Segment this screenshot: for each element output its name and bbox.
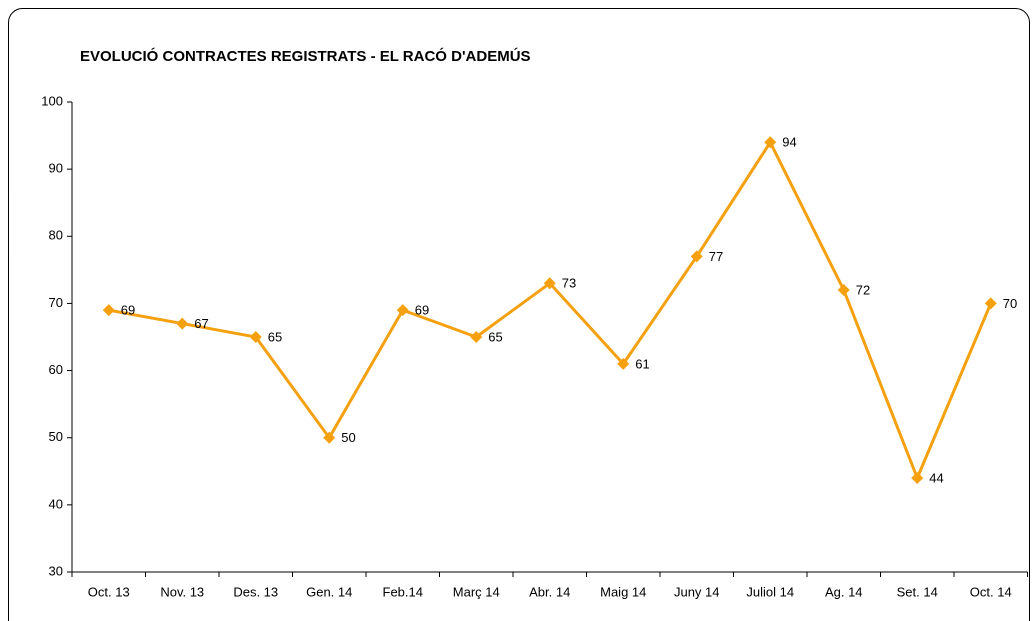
marker: [984, 297, 997, 310]
x-tick-label: Juny 14: [674, 584, 720, 599]
x-tick-label: Juliol 14: [746, 584, 794, 599]
chart-title: EVOLUCIÓ CONTRACTES REGISTRATS - EL RACÓ…: [80, 47, 531, 65]
data-label: 69: [121, 303, 135, 318]
data-label: 70: [1003, 296, 1017, 311]
marker: [543, 277, 556, 290]
data-label: 73: [562, 276, 576, 291]
y-tick-label: 50: [49, 429, 63, 444]
x-tick-label: Maig 14: [600, 584, 646, 599]
data-label: 67: [194, 316, 208, 331]
data-label: 61: [635, 356, 649, 371]
marker: [249, 331, 262, 343]
marker: [176, 317, 189, 330]
data-label: 72: [856, 282, 870, 297]
x-tick-label: Oct. 14: [970, 584, 1012, 599]
marker: [102, 304, 115, 317]
data-label: 77: [709, 249, 723, 264]
data-label: 44: [929, 470, 943, 485]
marker: [323, 431, 336, 444]
y-tick-label: 60: [49, 362, 63, 377]
x-tick-label: Ag. 14: [825, 584, 863, 599]
marker: [911, 472, 924, 484]
data-label: 65: [268, 329, 282, 344]
y-tick-label: 80: [49, 228, 63, 243]
marker: [617, 357, 630, 370]
data-label: 69: [415, 303, 429, 318]
y-tick-label: 40: [49, 496, 63, 511]
chart-frame: [8, 8, 1030, 621]
x-tick-label: Des. 13: [233, 584, 278, 599]
marker: [764, 136, 777, 149]
x-tick-label: Set. 14: [897, 584, 938, 599]
x-tick-label: Març 14: [453, 584, 500, 599]
marker: [470, 331, 483, 343]
y-tick-label: 30: [49, 563, 63, 578]
data-label: 94: [782, 135, 796, 150]
y-tick-label: 100: [41, 93, 63, 108]
marker: [396, 304, 409, 317]
y-tick-label: 90: [49, 161, 63, 176]
x-tick-label: Oct. 13: [88, 584, 130, 599]
marker: [837, 284, 850, 296]
data-label: 50: [341, 430, 355, 445]
x-tick-label: Gen. 14: [306, 584, 352, 599]
x-tick-label: Abr. 14: [529, 584, 570, 599]
data-label: 65: [488, 329, 502, 344]
marker: [690, 250, 703, 263]
x-tick-label: Feb.14: [383, 584, 423, 599]
y-tick-label: 70: [49, 295, 63, 310]
x-tick-label: Nov. 13: [160, 584, 204, 599]
